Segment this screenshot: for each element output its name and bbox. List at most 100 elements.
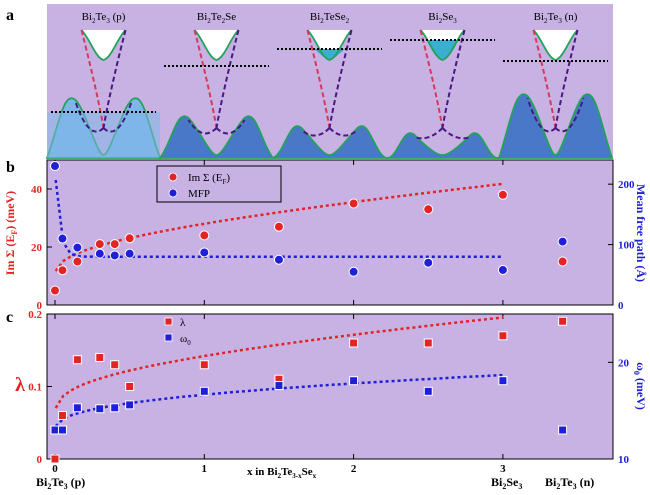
imsigma-point: [423, 204, 434, 215]
right-tick-label: 0: [618, 300, 624, 312]
imsigma-point: [124, 233, 135, 244]
imsigma-axis-label: Im Σ (EF) (meV): [3, 191, 19, 275]
omega-point: [72, 403, 82, 413]
mfp-point: [72, 242, 83, 253]
omega-point: [199, 386, 209, 396]
omega-point: [498, 376, 508, 386]
mfp-point: [557, 236, 568, 247]
panel-c-chart: 0 0.1 0.2 10 20 0 1 2 3: [28, 309, 629, 475]
lambda-point: [423, 338, 433, 348]
lambda-point: [349, 338, 359, 348]
omega-point: [349, 376, 359, 386]
dirac-cone-upper-left: [193, 29, 218, 129]
legend-mfp-label: MFP: [188, 188, 210, 200]
dirac-cone-lower-right: [441, 127, 471, 140]
x-axis-label: x in Bi2Te3-xSex: [247, 466, 317, 480]
legend-mfp-marker: [168, 188, 178, 198]
imsigma-point: [348, 198, 359, 209]
panel-b-chart: 0 20 40 0 100 200: [31, 160, 635, 312]
filled-valence-region: [47, 112, 160, 158]
omega-axis-label: ω0 (meV): [632, 362, 648, 410]
imsigma-point: [57, 265, 68, 276]
x-end-label-bi2se3: Bi2Se3: [491, 475, 522, 491]
imsigma-point: [50, 285, 60, 296]
dirac-cone-upper-right: [102, 29, 127, 129]
band-column-title: Bi2Se3: [428, 11, 457, 25]
panel-c-label: c: [6, 309, 13, 326]
valence-band: [272, 125, 387, 159]
dirac-cone-lower-right: [328, 127, 359, 137]
band-structure-panel: Bi2Te3 (p) Bi2Te2Se Bi2TeSe2 Bi2Se3 Bi2Te3 (…: [45, 11, 614, 159]
x-tick-label: 0: [52, 463, 58, 475]
panel-a-label: a: [6, 7, 14, 24]
x-tick-label: 1: [202, 463, 208, 475]
lambda-point: [57, 411, 67, 420]
band-column-4: Bi2Te3 (n): [497, 11, 614, 159]
lambda-point: [558, 316, 568, 326]
mfp-point: [109, 250, 120, 261]
left-tick-label: 20: [31, 242, 43, 254]
legend-box: [156, 165, 282, 203]
omega-point: [95, 404, 105, 414]
band-column-title: Bi2Te3 (n): [534, 11, 578, 25]
left-tick-label: 0: [37, 454, 43, 466]
omega-point: [274, 381, 284, 391]
band-column-2: Bi2TeSe2: [272, 11, 387, 159]
left-tick-label: 0: [37, 300, 43, 312]
conduction-band: [306, 29, 353, 61]
panel-c-legend: λ ω0: [164, 317, 191, 347]
legend-imsigma-marker: [168, 172, 178, 182]
omega-point: [110, 403, 120, 413]
imsigma-point: [273, 221, 284, 232]
legend-lambda-label: λ: [180, 317, 186, 329]
mfp-point: [348, 266, 359, 277]
x-end-label-bi2te3-n: Bi2Te3 (n): [545, 475, 594, 491]
band-column-1: Bi2Te2Se: [158, 11, 275, 159]
omega-point: [57, 425, 67, 435]
panel-b-label: b: [6, 159, 15, 176]
band-column-3: Bi2Se3: [385, 11, 500, 159]
legend-omega-marker: [164, 333, 173, 342]
mfp-axis-label: Mean free path (Å): [634, 184, 648, 282]
conduction-band: [193, 29, 240, 61]
lambda-fit-curve: [54, 316, 504, 409]
panel-b-legend: Im Σ (EF) MFP: [156, 165, 282, 203]
left-tick-label: 40: [31, 184, 43, 196]
omega-point: [125, 400, 135, 410]
omega-point: [50, 425, 60, 435]
left-tick-label: 0.1: [28, 382, 42, 394]
filled-conduction-region: [426, 40, 459, 60]
imsigma-point: [109, 239, 120, 250]
panel-b-plot-area: [46, 159, 614, 306]
mfp-point: [50, 161, 60, 172]
imsigma-point: [72, 256, 83, 267]
lambda-axis-label: λ: [15, 374, 25, 396]
band-column-title: Bi2Te2Se: [197, 11, 236, 25]
lambda-point: [110, 360, 120, 370]
lambda-point: [498, 331, 508, 341]
right-tick-label: 10: [618, 454, 630, 466]
dirac-cone-lower-left: [187, 119, 218, 135]
dirac-cone-lower-right: [215, 119, 246, 135]
omega-point: [558, 425, 568, 435]
x-tick-label: 3: [500, 463, 506, 475]
right-tick-label: 200: [618, 179, 635, 191]
right-tick-label: 20: [618, 357, 630, 369]
left-tick-label: 0.2: [28, 309, 42, 321]
dirac-cone-upper-left: [419, 29, 444, 129]
dirac-cone-lower-right: [102, 101, 133, 133]
dirac-cone-upper-right: [328, 29, 353, 129]
mfp-point: [423, 257, 434, 268]
conduction-band: [80, 29, 127, 61]
legend-omega-label: ω0: [180, 333, 191, 347]
dirac-cone-upper-left: [532, 29, 557, 129]
valence-band: [385, 132, 500, 159]
conduction-band-fill: [81, 30, 126, 60]
valence-band: [497, 93, 614, 159]
legend-lambda-marker: [164, 317, 173, 326]
dirac-cone-lower-left: [414, 127, 444, 140]
lambda-point: [72, 355, 82, 365]
right-tick-label: 100: [618, 240, 635, 252]
mfp-point: [497, 264, 508, 275]
